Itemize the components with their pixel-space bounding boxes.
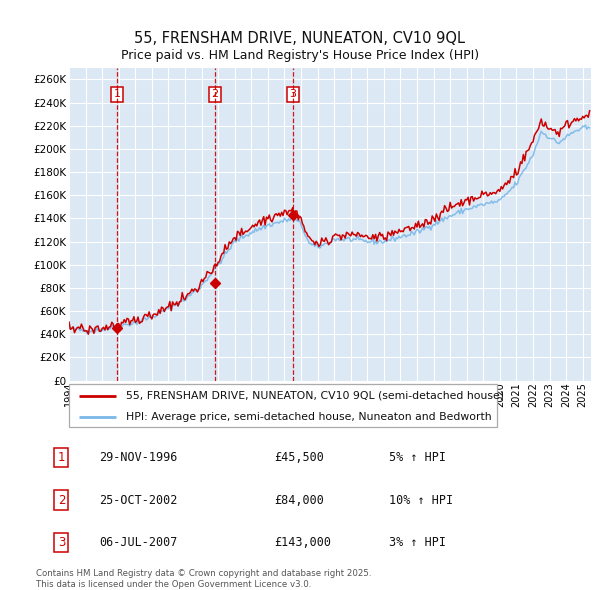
Text: Price paid vs. HM Land Registry's House Price Index (HPI): Price paid vs. HM Land Registry's House … (121, 49, 479, 62)
Text: £84,000: £84,000 (274, 493, 324, 507)
Text: 1: 1 (114, 90, 121, 100)
Text: Contains HM Land Registry data © Crown copyright and database right 2025.: Contains HM Land Registry data © Crown c… (36, 569, 371, 578)
Text: £143,000: £143,000 (274, 536, 331, 549)
Text: This data is licensed under the Open Government Licence v3.0.: This data is licensed under the Open Gov… (36, 579, 311, 589)
Text: 3: 3 (289, 90, 296, 100)
Text: 55, FRENSHAM DRIVE, NUNEATON, CV10 9QL (semi-detached house): 55, FRENSHAM DRIVE, NUNEATON, CV10 9QL (… (127, 391, 505, 401)
Text: 2: 2 (58, 493, 65, 507)
Text: 1: 1 (58, 451, 65, 464)
Text: 06-JUL-2007: 06-JUL-2007 (100, 536, 178, 549)
Text: 5% ↑ HPI: 5% ↑ HPI (389, 451, 446, 464)
Text: 2: 2 (212, 90, 219, 100)
Text: 29-NOV-1996: 29-NOV-1996 (100, 451, 178, 464)
Text: HPI: Average price, semi-detached house, Nuneaton and Bedworth: HPI: Average price, semi-detached house,… (127, 412, 492, 422)
Text: 3: 3 (58, 536, 65, 549)
FancyBboxPatch shape (69, 385, 497, 427)
Text: 10% ↑ HPI: 10% ↑ HPI (389, 493, 453, 507)
Text: 25-OCT-2002: 25-OCT-2002 (100, 493, 178, 507)
Text: £45,500: £45,500 (274, 451, 324, 464)
Text: 55, FRENSHAM DRIVE, NUNEATON, CV10 9QL: 55, FRENSHAM DRIVE, NUNEATON, CV10 9QL (134, 31, 466, 46)
Text: 3% ↑ HPI: 3% ↑ HPI (389, 536, 446, 549)
